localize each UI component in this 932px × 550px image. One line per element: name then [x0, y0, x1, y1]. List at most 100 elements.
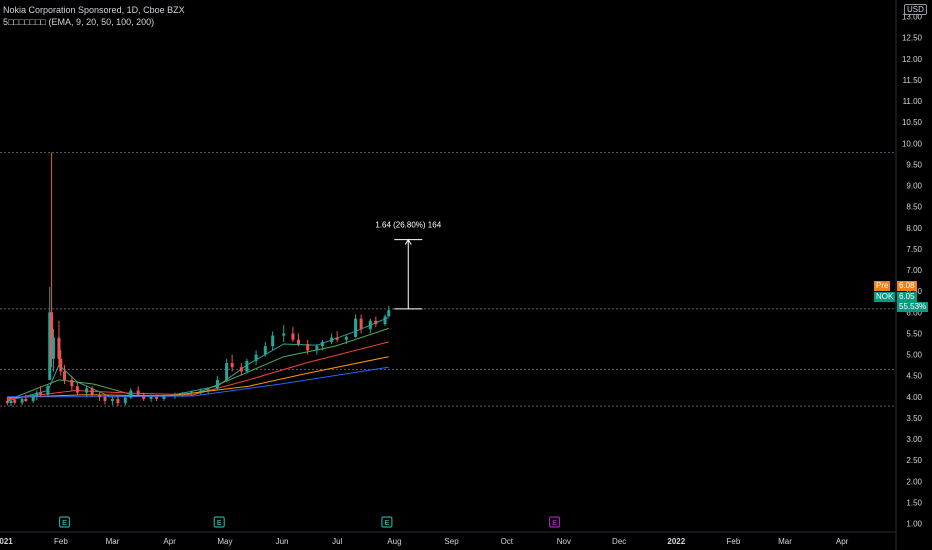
candle-body: [149, 396, 153, 399]
currency-badge[interactable]: USD: [904, 4, 927, 15]
candle-body: [354, 318, 358, 337]
candle-body: [199, 390, 203, 392]
candle-body: [374, 320, 378, 325]
candle-body: [57, 337, 61, 359]
time-tick-label: Feb: [727, 537, 741, 546]
price-tick-label: 3.50: [906, 414, 922, 423]
candle-body: [215, 379, 219, 389]
time-axis[interactable]: 2021 Feb Mar Apr May Jun Jul Aug Sep Oct Nov Dec 202…: [0, 531, 896, 546]
candle-body: [116, 398, 120, 404]
candle-body: [387, 310, 391, 317]
candle-body: [254, 354, 258, 361]
candle-body: [90, 388, 94, 395]
price-axis[interactable]: 1.00 1.50 2.00 2.50 3.00 3.50 4.00 4.50 5.00 5.50…: [895, 0, 923, 550]
time-tick-label: Apr: [836, 537, 849, 546]
candle-body: [136, 390, 140, 395]
price-tick-label: 1.00: [906, 520, 922, 529]
price-tick-label: 4.50: [906, 372, 922, 381]
price-tick-label: 11.50: [903, 76, 923, 85]
candle-body: [330, 337, 334, 342]
price-tick-label: 1.50: [906, 498, 922, 507]
ema-line: [7, 366, 389, 398]
symbol-title[interactable]: Nokia Corporation Sponsored, 1D, Cboe BZ…: [3, 5, 185, 15]
earnings-badge-label: E: [62, 520, 67, 527]
price-tick-label: 10.00: [902, 139, 923, 148]
earnings-marker[interactable]: E: [58, 516, 71, 528]
earnings-badge-label: E: [217, 520, 222, 527]
candle-body: [271, 335, 275, 347]
candle-body: [24, 398, 28, 402]
time-tick-label: Mar: [778, 537, 792, 546]
candle-body: [50, 312, 54, 359]
candle-body: [245, 360, 249, 372]
measure-label: 1.64 (26.80%) 164: [375, 221, 441, 230]
price-tick-label: 11.00: [903, 97, 923, 106]
candle-body: [59, 358, 63, 372]
earnings-marker[interactable]: E: [381, 516, 393, 528]
price-tick-label: 2.50: [906, 456, 922, 465]
candle-body: [9, 401, 13, 404]
earnings-badge-label: E: [552, 520, 557, 527]
time-tick-label: Apr: [163, 537, 176, 546]
candle-body: [173, 394, 177, 396]
price-tick-label: 7.00: [906, 266, 922, 275]
earnings-badge-label: E: [385, 520, 390, 527]
candle-body: [103, 396, 107, 402]
candle-body: [291, 333, 295, 340]
price-tick-label: 2.00: [906, 477, 922, 486]
measurement-tool[interactable]: 1.64 (26.80%) 164: [375, 221, 442, 310]
chart-legend: Nokia Corporation Sponsored, 1D, Cboe BZ…: [3, 4, 185, 28]
symbol-tag: NOK: [874, 292, 896, 302]
time-tick-label: Jun: [276, 537, 289, 546]
indicator-title[interactable]: 5□□□□□□□ (EMA, 9, 20, 50, 100, 200): [3, 17, 155, 27]
candle-body: [383, 316, 387, 325]
time-tick-label: Dec: [612, 537, 626, 546]
candle-body: [162, 395, 166, 399]
candle-body: [142, 394, 146, 399]
price-tick-label: 8.50: [906, 203, 922, 212]
candle-body: [306, 343, 310, 351]
price-tick-label: 9.00: [906, 182, 922, 191]
price-tick-label: 12.00: [902, 55, 923, 64]
time-tick-label: Feb: [54, 537, 68, 546]
price-tick-label: 6.50: [906, 287, 922, 296]
change-percent: 55.53%: [897, 302, 929, 312]
candle-body: [70, 379, 74, 387]
earnings-badge-box: [548, 516, 561, 528]
candle-body: [62, 371, 66, 380]
price-tick-label: 5.00: [906, 351, 922, 360]
earnings-badge-box: [58, 516, 71, 528]
candle-body: [239, 367, 243, 372]
pre-market-label: Pre: [874, 281, 891, 291]
time-tick-label: Jul: [332, 537, 342, 546]
price-tick-label: 4.00: [906, 393, 922, 402]
candle-body: [20, 398, 24, 403]
price-tick-label: 8.00: [906, 224, 922, 233]
candle-body: [359, 318, 363, 330]
candle-body: [263, 346, 267, 355]
candle-body: [13, 400, 17, 403]
candle-body: [110, 398, 114, 402]
candle-body: [31, 396, 35, 402]
earnings-marker[interactable]: E: [548, 516, 561, 528]
candle-body: [180, 393, 184, 395]
candle-body: [225, 363, 229, 380]
time-tick-label: Sep: [444, 537, 459, 546]
price-tick-label: 9.50: [906, 160, 922, 169]
time-tick-label: Nov: [557, 537, 571, 546]
price-tick-label: 6.00: [906, 308, 922, 317]
candle-body: [320, 341, 324, 347]
earnings-badge-box: [381, 516, 393, 528]
candle-body: [155, 396, 159, 399]
price-tick-label: 7.50: [906, 245, 922, 254]
candle-body: [129, 390, 133, 398]
price-tick-label: 10.50: [902, 118, 923, 127]
candle-body: [5, 401, 9, 404]
price-tick-label: 5.50: [906, 329, 922, 338]
candle-body: [230, 363, 234, 368]
time-tick-label: Mar: [106, 537, 120, 546]
earnings-marker[interactable]: E: [213, 516, 225, 528]
